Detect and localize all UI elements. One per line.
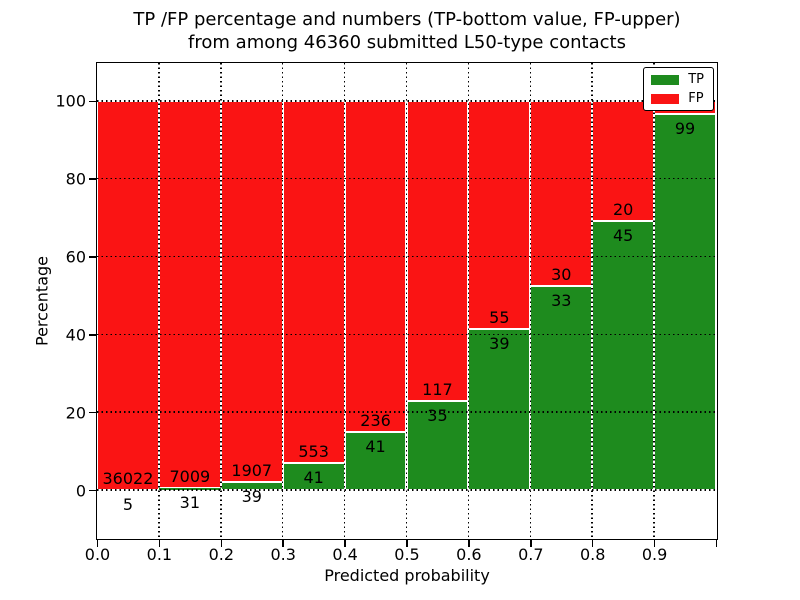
bars-layer bbox=[97, 63, 717, 539]
x-axis-label: Predicted probability bbox=[324, 566, 490, 585]
x-gridline bbox=[591, 63, 593, 539]
tp-bar-segment bbox=[592, 220, 655, 491]
tp-count-label: 31 bbox=[179, 493, 201, 513]
fp-count-label: 236 bbox=[360, 411, 391, 431]
x-gridline bbox=[467, 63, 470, 539]
fp-swatch-icon bbox=[651, 93, 680, 104]
x-tick-mark bbox=[220, 540, 223, 547]
y-tick-label: 20 bbox=[65, 403, 86, 423]
tp-bar-segment bbox=[344, 432, 407, 491]
tp-swatch-icon bbox=[651, 74, 680, 85]
x-tick-label: 0.4 bbox=[332, 545, 358, 564]
chart-title-line1: TP /FP percentage and numbers (TP-bottom… bbox=[133, 9, 681, 30]
tp-count-label: 45 bbox=[612, 225, 634, 245]
grid-layer bbox=[97, 63, 717, 539]
x-tick-label: 0.5 bbox=[394, 545, 420, 564]
fp-count-label: 117 bbox=[422, 379, 453, 399]
fp-count-label: 30 bbox=[551, 265, 572, 285]
x-gridline bbox=[653, 63, 655, 539]
y-tick-label: 60 bbox=[65, 247, 86, 267]
fp-bar-segment bbox=[468, 100, 531, 329]
x-tick-mark bbox=[468, 540, 470, 547]
fp-bar-segment bbox=[530, 100, 593, 287]
y-tick-mark bbox=[89, 256, 96, 258]
tp-count-label: 99 bbox=[674, 119, 696, 139]
tp-count-label: 41 bbox=[365, 437, 386, 457]
fp-bar-segment bbox=[592, 100, 655, 221]
fp-bar-segment bbox=[406, 100, 469, 401]
tp-count-label: 35 bbox=[427, 405, 448, 425]
legend-label-fp: FP bbox=[688, 91, 704, 106]
fp-count-label: 7009 bbox=[169, 467, 211, 487]
tp-bar-segment bbox=[282, 463, 345, 491]
annotations-layer: 36022 5 7009 31 1907 39 553 41 236 41 117 35 55 39 30 3… bbox=[97, 63, 717, 539]
x-gridline bbox=[529, 63, 532, 539]
legend: TP FP bbox=[643, 67, 714, 111]
fp-bar-segment bbox=[220, 100, 283, 483]
x-tick-mark bbox=[282, 540, 284, 547]
x-tick-mark bbox=[530, 540, 532, 547]
x-tick-mark bbox=[653, 540, 656, 547]
tp-count-label: 39 bbox=[489, 333, 510, 353]
chart-title-line2: from among 46360 submitted L50-type cont… bbox=[188, 32, 626, 53]
legend-label-tp: TP bbox=[688, 72, 704, 87]
chart-title: TP /FP percentage and numbers (TP-bottom… bbox=[96, 8, 718, 54]
x-tick-mark bbox=[96, 540, 99, 547]
x-tick-label: 0.8 bbox=[579, 545, 606, 564]
y-tick-label: 100 bbox=[55, 91, 86, 111]
x-gridline bbox=[220, 63, 222, 539]
x-gridline bbox=[405, 63, 408, 539]
legend-item-tp: TP bbox=[651, 73, 704, 86]
y-axis-label: Percentage bbox=[32, 255, 52, 347]
fp-count-label: 553 bbox=[298, 442, 329, 462]
fp-count-label: 20 bbox=[612, 199, 634, 219]
y-tick-mark bbox=[89, 489, 96, 492]
x-tick-label: 0.0 bbox=[84, 545, 111, 564]
tp-bar-segment bbox=[158, 488, 221, 491]
y-tick-mark bbox=[89, 334, 96, 336]
legend-item-fp: FP bbox=[651, 92, 704, 105]
x-tick-label: 0.6 bbox=[456, 545, 482, 564]
x-gridline bbox=[281, 63, 284, 539]
x-tick-mark bbox=[591, 540, 594, 547]
tp-count-label: 33 bbox=[551, 291, 572, 311]
fp-count-label: 1907 bbox=[231, 461, 273, 481]
y-tick-label: 0 bbox=[75, 481, 86, 501]
x-tick-label: 0.3 bbox=[270, 545, 296, 564]
x-tick-mark bbox=[344, 540, 346, 547]
tp-count-label: 41 bbox=[303, 468, 324, 488]
y-tick-label: 40 bbox=[65, 325, 86, 345]
x-tick-mark bbox=[158, 540, 161, 547]
x-gridline bbox=[158, 63, 160, 539]
y-tick-mark bbox=[89, 100, 96, 103]
tp-count-label: 39 bbox=[241, 487, 262, 507]
y-tick-mark bbox=[89, 178, 96, 180]
fp-bar-segment bbox=[97, 100, 159, 491]
x-tick-label: 0.9 bbox=[641, 545, 668, 564]
fp-count-label: 36022 bbox=[102, 469, 154, 489]
fp-bar-segment bbox=[344, 100, 407, 433]
x-tick-label: 0.7 bbox=[518, 545, 544, 564]
x-tick-label: 0.1 bbox=[146, 545, 173, 564]
y-tick-mark bbox=[89, 411, 96, 414]
tp-count-label: 5 bbox=[122, 495, 134, 515]
x-tick-mark bbox=[715, 540, 718, 547]
y-tick-label: 80 bbox=[65, 169, 86, 189]
plot-area: 36022 5 7009 31 1907 39 553 41 236 41 117 35 55 39 30 3… bbox=[96, 62, 718, 540]
x-tick-label: 0.2 bbox=[208, 545, 235, 564]
x-tick-mark bbox=[406, 540, 408, 547]
fp-count-label: 55 bbox=[489, 307, 510, 327]
x-gridline bbox=[343, 63, 346, 539]
